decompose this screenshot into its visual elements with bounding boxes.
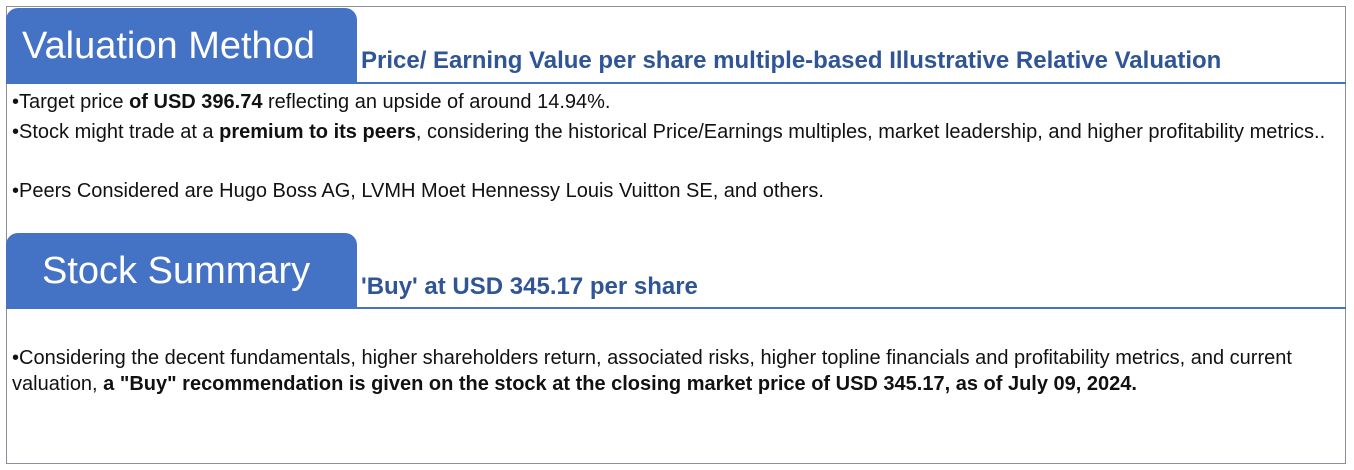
bullet-text: Target price — [19, 91, 130, 113]
summary-bullet: •Considering the decent fundamentals, hi… — [12, 345, 1332, 397]
bullet-text: Considering the decent fundamentals, hig… — [12, 347, 1292, 395]
bullet-text: reflecting an upside of around 14.94%. — [262, 91, 611, 113]
bullet-marker: • — [12, 180, 20, 202]
bullet-text: Stock might trade at a — [19, 121, 220, 143]
valuation-bullet: •Peers Considered are Hugo Boss AG, LVMH… — [12, 178, 1332, 204]
valuation-divider — [6, 82, 1346, 84]
valuation-subtitle: Price/ Earning Value per share multiple-… — [361, 47, 1222, 74]
bullet-bold-text: of USD 396.74 — [129, 91, 263, 113]
bullet-bold-text: a "Buy" recommendation is given on the s… — [103, 373, 1137, 395]
bullet-marker: • — [12, 121, 20, 143]
summary-subtitle: 'Buy' at USD 345.17 per share — [361, 273, 698, 300]
valuation-method-heading: Valuation Method — [6, 8, 357, 84]
bullet-text: Peers Considered are Hugo Boss AG, LVMH … — [19, 180, 824, 202]
bullet-marker: • — [12, 91, 20, 113]
bullet-marker: • — [12, 347, 20, 369]
valuation-method-heading-label: Valuation Method — [22, 25, 315, 67]
stock-summary-heading: Stock Summary — [6, 233, 357, 309]
valuation-bullet: •Target price of USD 396.74 reflecting a… — [12, 89, 1332, 115]
stock-summary-heading-label: Stock Summary — [42, 250, 311, 292]
summary-divider — [6, 307, 1346, 309]
bullet-bold-text: premium to its peers — [219, 121, 416, 143]
bullet-text: , considering the historical Price/Earni… — [415, 121, 1326, 143]
valuation-bullet: •Stock might trade at a premium to its p… — [12, 119, 1332, 145]
